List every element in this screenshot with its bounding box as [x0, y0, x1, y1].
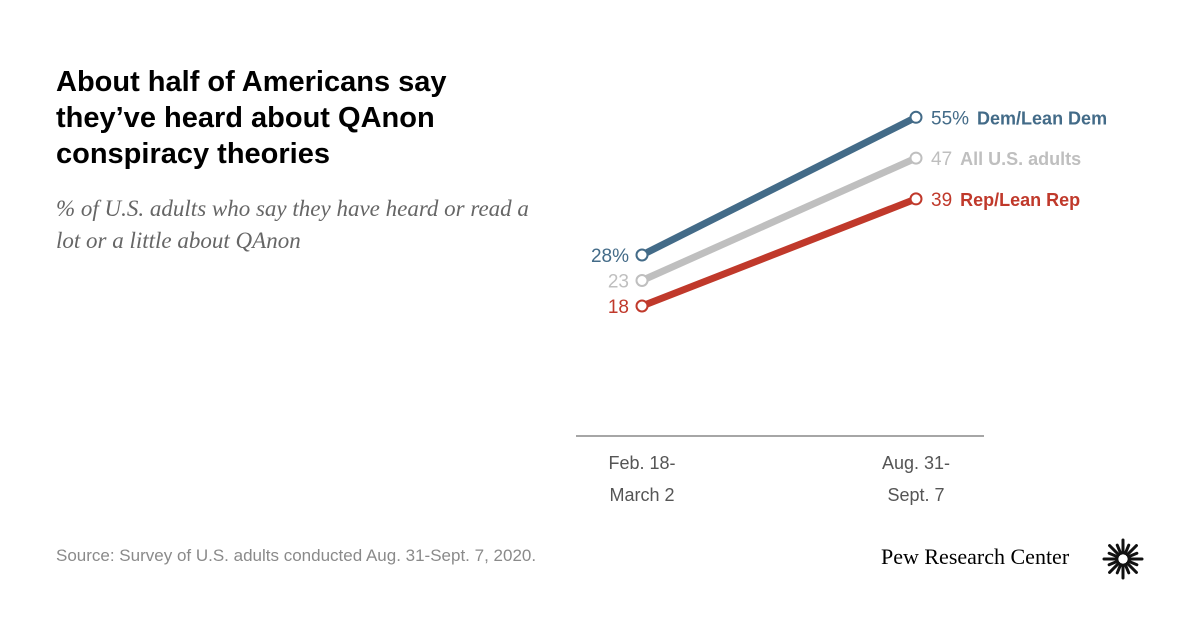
series-dem: 28% 55% Dem/Lean Dem [591, 108, 1107, 267]
data-point-all [909, 151, 923, 165]
series-name-dem: Dem/Lean Dem [977, 108, 1107, 128]
chart-subtitle: % of U.S. adults who say they have heard… [56, 196, 529, 253]
source-note: Source: Survey of U.S. adults conducted … [56, 546, 537, 565]
data-label-start-rep: 18 [608, 297, 629, 318]
pew-sunburst-logo-icon [1102, 538, 1144, 580]
series-layer: 23 47 All U.S. adults 18 39 Rep/Lean Rep 28% 55… [591, 108, 1107, 318]
data-point-all [635, 274, 649, 287]
x-tick-label: Aug. 31-Sept. 7 [882, 453, 950, 505]
series-rep: 18 39 Rep/Lean Rep [608, 190, 1080, 318]
data-label-end-dem: 55% Dem/Lean Dem [931, 108, 1107, 129]
chart-title: About half of Americans say they’ve hear… [56, 66, 447, 170]
data-label-end-all: 47 All U.S. adults [931, 149, 1081, 170]
data-label-end-rep: 39 Rep/Lean Rep [931, 190, 1080, 211]
pew-research-center-logotype: Pew Research Center [881, 544, 1070, 569]
data-point-rep [909, 192, 923, 206]
series-name-all: All U.S. adults [960, 149, 1081, 169]
data-label-start-all: 23 [608, 272, 629, 293]
series-line-all [640, 154, 918, 284]
data-point-dem [635, 248, 649, 262]
data-point-dem [909, 110, 923, 124]
series-name-rep: Rep/Lean Rep [960, 190, 1080, 210]
x-tick-label: Feb. 18-March 2 [608, 453, 675, 505]
series-line-dem [640, 114, 918, 259]
series-line-rep [640, 195, 918, 310]
series-all: 23 47 All U.S. adults [608, 149, 1081, 292]
data-label-start-dem: 28% [591, 246, 629, 267]
data-point-rep [635, 299, 649, 313]
x-axis-tick-labels: Feb. 18-March 2 Aug. 31-Sept. 7 [608, 453, 950, 505]
